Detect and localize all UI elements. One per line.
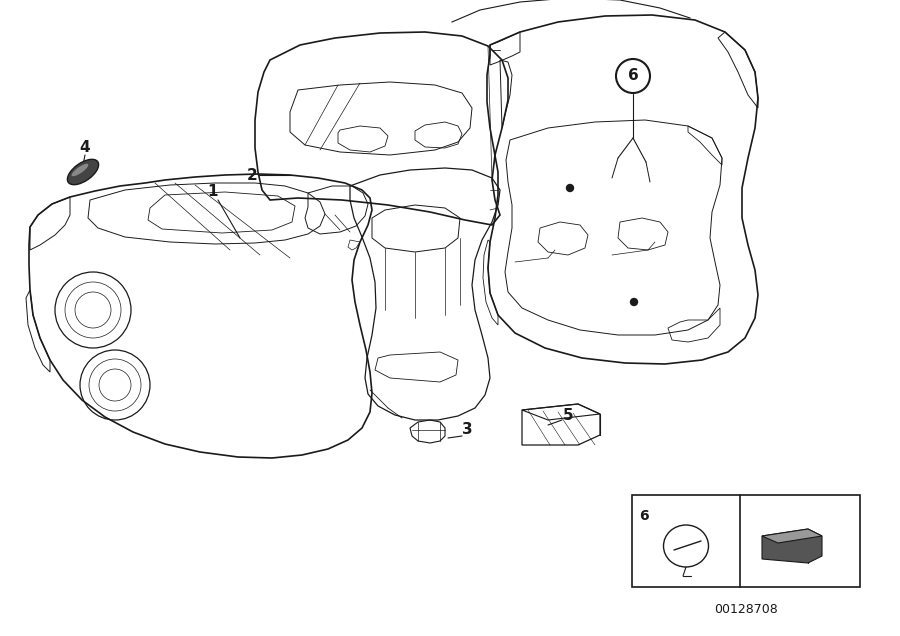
Text: 6: 6: [639, 509, 649, 523]
Ellipse shape: [72, 163, 88, 176]
Polygon shape: [762, 529, 822, 563]
Circle shape: [566, 184, 573, 191]
Circle shape: [631, 298, 637, 305]
Text: 5: 5: [562, 408, 573, 424]
Ellipse shape: [68, 159, 99, 184]
Bar: [632, 495, 860, 587]
Text: 6: 6: [627, 69, 638, 83]
Polygon shape: [762, 529, 822, 543]
Circle shape: [616, 59, 650, 93]
Text: 1: 1: [208, 184, 218, 200]
Text: 00128708: 00128708: [714, 603, 778, 616]
Text: 2: 2: [247, 167, 257, 183]
Text: 3: 3: [462, 422, 472, 438]
Text: 4: 4: [80, 141, 90, 155]
